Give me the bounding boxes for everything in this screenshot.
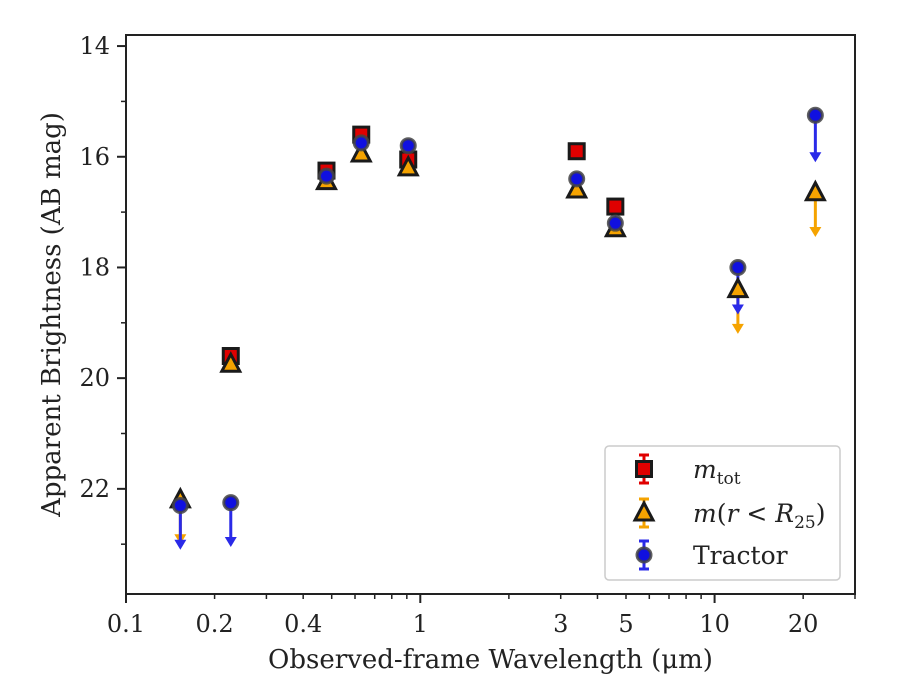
x-tick-label: 20 <box>788 610 819 638</box>
plot-frame <box>125 34 856 595</box>
data-point-circle <box>568 170 586 188</box>
y-axis-label: Apparent Brightness (AB mag) <box>37 112 67 518</box>
data-point-triangle <box>396 154 420 177</box>
y-tick-label: 22 <box>79 475 110 503</box>
data-point-triangle <box>349 140 373 163</box>
legend-marker-circle <box>635 546 653 564</box>
legend-label: Tractor <box>693 541 788 570</box>
axis-ticks: 0.1 0.2 0.4 1 3 5 10 20 14 16 18 20 22 <box>79 32 856 638</box>
data-point-circle <box>222 494 240 512</box>
data-point-circle <box>606 214 624 232</box>
legend-marker-triangle <box>632 499 656 522</box>
x-axis-label: Observed-frame Wavelength (μm) <box>268 645 713 675</box>
data-point-square <box>606 197 625 216</box>
legend-marker-square <box>635 460 653 478</box>
legend-entry: Tractor <box>635 539 788 571</box>
data-point-circle <box>399 137 417 155</box>
data-series <box>168 106 827 550</box>
legend-box <box>604 445 841 581</box>
x-tick-label: 0.4 <box>284 610 322 638</box>
data-point-triangle <box>726 276 750 299</box>
x-tick-label: 0.1 <box>107 610 145 638</box>
x-tick-label: 10 <box>699 610 730 638</box>
data-point-circle <box>806 106 824 124</box>
legend-label: mtot <box>693 455 741 489</box>
data-point-triangle <box>565 176 589 199</box>
data-point-triangle <box>803 179 827 202</box>
y-tick-label: 14 <box>79 32 110 60</box>
legend-entry: mtot <box>635 453 741 489</box>
x-tick-label: 0.2 <box>196 610 234 638</box>
y-tick-label: 18 <box>79 253 110 281</box>
data-point-square <box>567 142 586 161</box>
data-point-circle <box>352 134 370 152</box>
y-tick-label: 20 <box>79 364 110 392</box>
x-tick-label: 3 <box>553 610 568 638</box>
x-tick-label: 1 <box>413 610 428 638</box>
series-square-points <box>221 125 625 366</box>
x-tick-label: 5 <box>618 610 633 638</box>
data-point-circle <box>317 167 335 185</box>
series-circle-points <box>171 106 824 514</box>
data-point-circle <box>171 496 189 514</box>
y-tick-label: 16 <box>79 143 110 171</box>
data-point-circle <box>729 258 747 276</box>
data-point-triangle <box>219 351 243 373</box>
